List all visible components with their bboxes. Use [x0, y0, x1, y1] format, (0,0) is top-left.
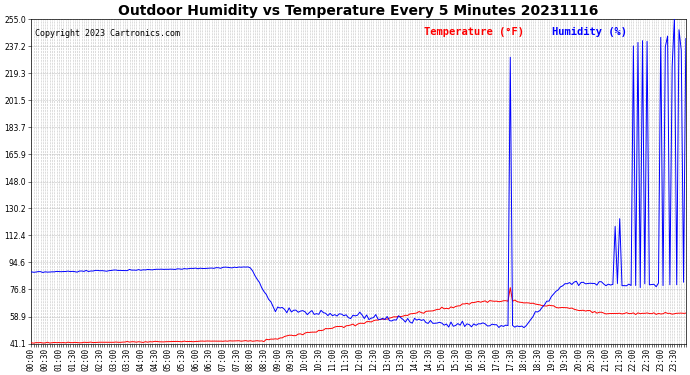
- Text: Humidity (%): Humidity (%): [552, 27, 627, 38]
- Text: Copyright 2023 Cartronics.com: Copyright 2023 Cartronics.com: [34, 29, 179, 38]
- Text: Temperature (°F): Temperature (°F): [424, 27, 524, 38]
- Title: Outdoor Humidity vs Temperature Every 5 Minutes 20231116: Outdoor Humidity vs Temperature Every 5 …: [119, 4, 599, 18]
